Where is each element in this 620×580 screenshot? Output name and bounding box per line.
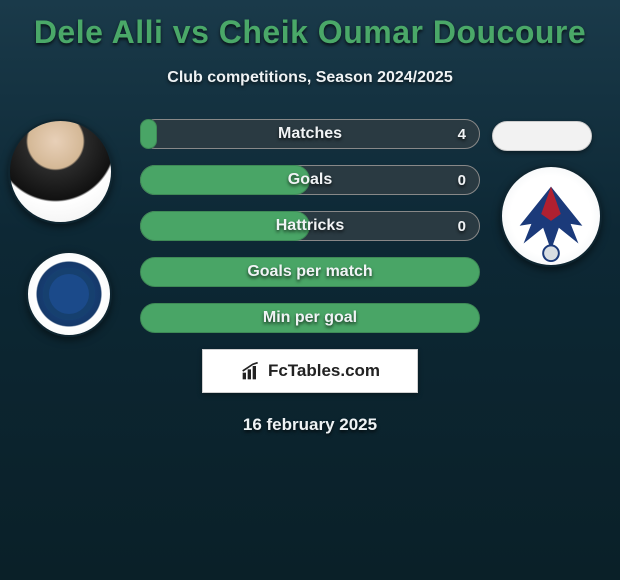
club-right-badge — [500, 165, 602, 267]
subtitle: Club competitions, Season 2024/2025 — [0, 69, 620, 87]
bar-left — [140, 211, 310, 241]
bars-chart-icon — [240, 361, 262, 381]
brand-label: FcTables.com — [268, 361, 380, 381]
comparison-area: Matches4 Goals0 Hattricks0 Goals per match M… — [0, 119, 620, 435]
bar-left — [140, 257, 480, 287]
eagle-icon — [502, 167, 600, 265]
bar-left — [140, 119, 157, 149]
bar-value-right: 0 — [458, 211, 466, 241]
bar-row: Goals per match — [140, 257, 480, 287]
club-left-badge — [26, 251, 112, 337]
brand-box: FcTables.com — [202, 349, 418, 393]
bar-row: Hattricks0 — [140, 211, 480, 241]
bars-container: Matches4 Goals0 Hattricks0 Goals per match M… — [140, 119, 480, 333]
bar-value-right: 4 — [458, 119, 466, 149]
page-title: Dele Alli vs Cheik Oumar Doucoure — [0, 0, 620, 51]
player-right-avatar — [492, 121, 592, 151]
bar-row: Min per goal — [140, 303, 480, 333]
bar-left — [140, 303, 480, 333]
bar-value-right: 0 — [458, 165, 466, 195]
date-label: 16 february 2025 — [0, 415, 620, 435]
bar-left — [140, 165, 310, 195]
bar-row: Goals0 — [140, 165, 480, 195]
bar-right — [140, 119, 480, 149]
player-left-avatar — [8, 119, 113, 224]
bar-row: Matches4 — [140, 119, 480, 149]
